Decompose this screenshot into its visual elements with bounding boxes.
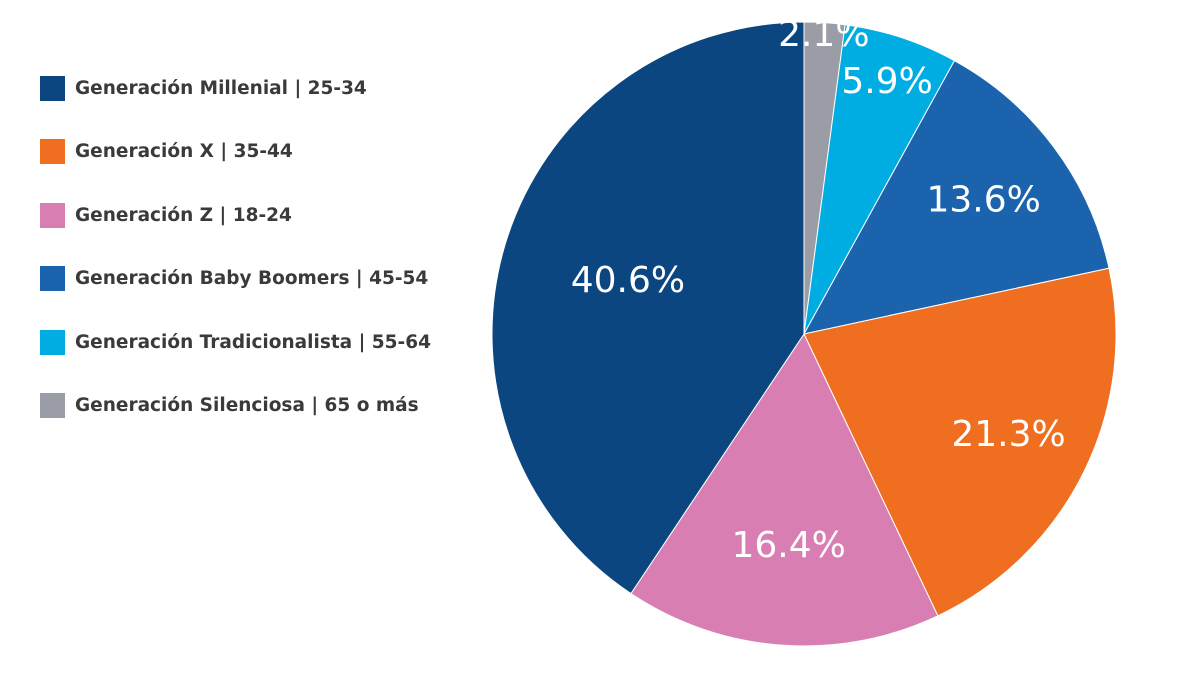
- slice-label-generacion-z: 16.4%: [731, 525, 845, 566]
- legend-label-generacion-x: Generación X | 35-44: [75, 141, 293, 163]
- legend-swatch-generacion-x: [40, 139, 65, 165]
- slice-label-millenial: 40.6%: [571, 260, 685, 301]
- slice-label-generacion-x: 21.3%: [951, 414, 1065, 455]
- legend-label-tradicionalista: Generación Tradicionalista | 55-64: [75, 331, 431, 353]
- legend-item-millenial: Generación Millenial | 25-34: [40, 74, 431, 102]
- legend-swatch-generacion-z: [40, 202, 65, 228]
- slice-label-baby-boomers: 13.6%: [926, 180, 1040, 221]
- legend-label-generacion-z: Generación Z | 18-24: [75, 204, 292, 226]
- legend-label-baby-boomers: Generación Baby Boomers | 45-54: [75, 268, 429, 290]
- legend-swatch-tradicionalista: [40, 329, 65, 355]
- legend-swatch-millenial: [40, 75, 65, 101]
- legend-item-silenciosa: Generación Silenciosa | 65 o más: [40, 392, 431, 420]
- legend-swatch-silenciosa: [40, 393, 65, 419]
- pie-slice-generacion-z: [630, 332, 939, 647]
- pie-slice-baby-boomers: [803, 59, 1110, 335]
- pie-slice-millenial: [491, 21, 805, 595]
- legend-item-tradicionalista: Generación Tradicionalista | 55-64: [40, 328, 431, 356]
- slice-label-tradicionalista: 5.9%: [841, 61, 932, 102]
- legend-item-generacion-z: Generación Z | 18-24: [40, 201, 431, 229]
- legend-item-generacion-x: Generación X | 35-44: [40, 138, 431, 166]
- legend-swatch-baby-boomers: [40, 266, 65, 292]
- slice-label-silenciosa: 2.1%: [778, 14, 869, 55]
- legend-label-millenial: Generación Millenial | 25-34: [75, 77, 367, 99]
- chart-legend: Generación Millenial | 25-34 Generación …: [40, 74, 431, 456]
- pie-slice-generacion-x: [803, 267, 1117, 617]
- legend-item-baby-boomers: Generación Baby Boomers | 45-54: [40, 265, 431, 293]
- legend-label-silenciosa: Generación Silenciosa | 65 o más: [75, 395, 419, 417]
